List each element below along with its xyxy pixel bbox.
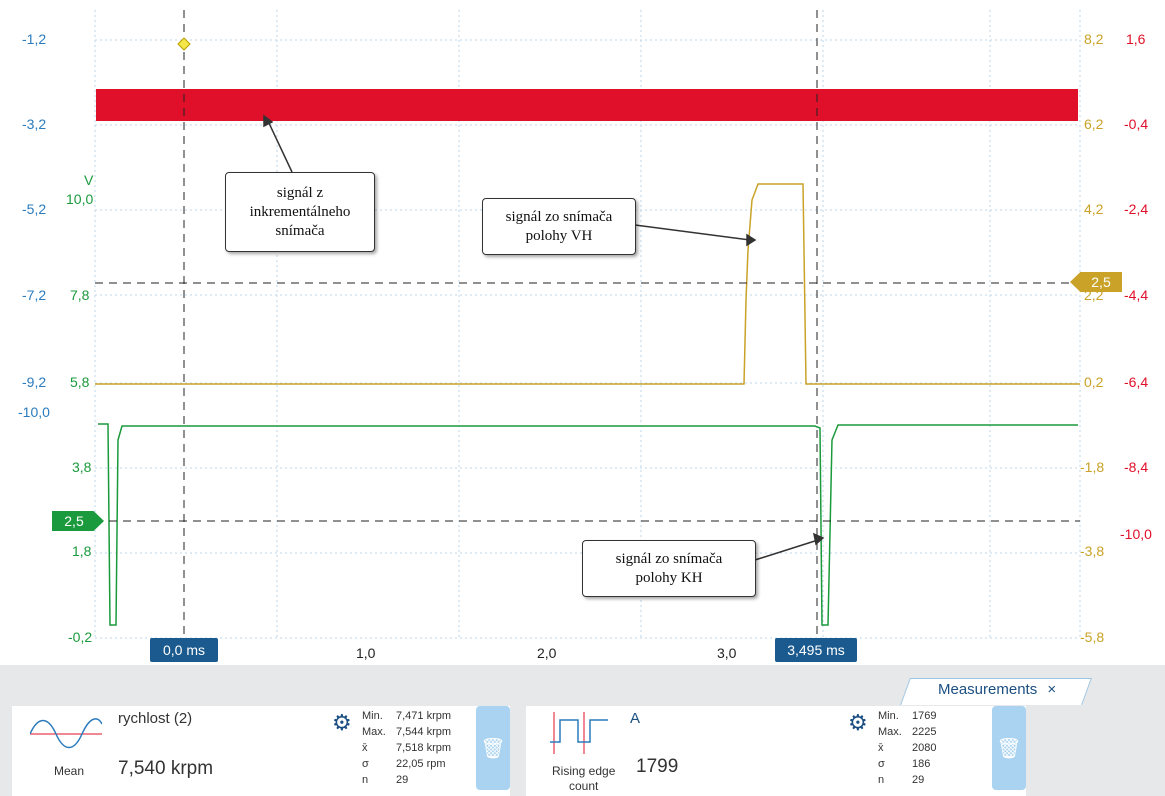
callout-vh: signál zo snímača polohy VH xyxy=(482,198,636,255)
card1-stat-n: 29 xyxy=(396,774,409,786)
card2-gear-icon[interactable]: ⚙ xyxy=(848,710,868,735)
left-blue-tick-3: -5,2 xyxy=(22,201,47,217)
right-gold-tick-5: 0,2 xyxy=(1084,374,1104,390)
card1-stat-mean-key: x̄ xyxy=(362,742,368,754)
card2-stat-n: 29 xyxy=(912,774,925,786)
measurement-card-2[interactable]: Rising edge count A 1799 ⚙ Min. 1769 Max… xyxy=(526,706,1026,796)
card2-name: A xyxy=(630,710,641,727)
trash-icon: 🗑 xyxy=(480,737,506,760)
x-tick-3: 3,0 xyxy=(717,645,737,661)
card1-delete-button[interactable]: 🗑 xyxy=(476,706,510,790)
card2-value: 1799 xyxy=(636,756,679,777)
time-cursor-start[interactable]: 0,0 ms xyxy=(150,638,218,662)
card2-stat-sigma-key: σ xyxy=(878,758,885,770)
left-green-tick-5: 1,8 xyxy=(72,543,92,559)
card2-stat-max: 2225 xyxy=(912,726,937,738)
right-gold-tick-1: 8,2 xyxy=(1084,31,1104,47)
callout-incremental-text: signál z inkrementálneho snímača xyxy=(249,184,351,239)
right-red-tick-5: -6,4 xyxy=(1124,374,1149,390)
right-gold-tick-7: -3,8 xyxy=(1080,543,1105,559)
scope-plot[interactable] xyxy=(0,0,1165,665)
right-threshold-label: 2,5 xyxy=(1091,274,1111,290)
left-blue-tick-4: -7,2 xyxy=(22,287,47,303)
oscilloscope-view[interactable]: -1,2 -3,2 -5,2 -7,2 -9,2 -10,0 V 10,0 7,… xyxy=(0,0,1165,665)
card1-stat-min-key: Min. xyxy=(362,710,383,722)
time-cursor-end-label: 3,495 ms xyxy=(787,642,845,658)
card1-stat-sigma-key: σ xyxy=(362,758,369,770)
card1-stat-label: Mean xyxy=(54,764,85,778)
card2-stat-max-key: Max. xyxy=(878,726,902,738)
card1-gear-icon[interactable]: ⚙ xyxy=(332,710,352,735)
right-gold-tick-2: 6,2 xyxy=(1084,116,1104,132)
callout-kh: signál zo snímača polohy KH xyxy=(582,540,756,597)
x-tick-2: 2,0 xyxy=(537,645,557,661)
red-trace-band xyxy=(96,89,1078,121)
card2-stat-label: Rising edge count xyxy=(552,764,616,793)
left-threshold-label: 2,5 xyxy=(64,513,84,529)
card1-stat-sigma: 22,05 rpm xyxy=(396,758,446,770)
right-gold-tick-6: -1,8 xyxy=(1080,459,1105,475)
card1-name: rychlost (2) xyxy=(118,710,193,727)
x-tick-1: 1,0 xyxy=(356,645,376,661)
card2-stat-min-key: Min. xyxy=(878,710,899,722)
left-green-tick-2: 7,8 xyxy=(70,287,90,303)
measurements-tab-label: Measurements xyxy=(938,681,1038,698)
time-cursor-end[interactable]: 3,495 ms xyxy=(775,638,857,662)
card2-stat-mean-key: x̄ xyxy=(878,742,884,754)
time-cursor-start-label: 0,0 ms xyxy=(162,642,205,658)
card2-stat-sigma: 186 xyxy=(912,758,931,770)
card1-stat-max-key: Max. xyxy=(362,726,386,738)
right-red-tick-2: -0,4 xyxy=(1124,116,1149,132)
callout-incremental: signál z inkrementálneho snímača xyxy=(225,172,375,252)
measurement-card-1[interactable]: Mean rychlost (2) 7,540 krpm ⚙ Min. 7,47… xyxy=(12,706,510,796)
card1-value: 7,540 krpm xyxy=(118,758,214,779)
callout-kh-text: signál zo snímača polohy KH xyxy=(615,550,723,586)
left-green-tick-6: -0,2 xyxy=(68,629,93,645)
left-blue-tick-1: -1,2 xyxy=(22,31,47,47)
right-red-tick-4: -4,4 xyxy=(1124,287,1149,303)
left-blue-tick-2: -3,2 xyxy=(22,116,47,132)
left-threshold-marker[interactable]: 2,5 xyxy=(52,511,104,531)
right-threshold-marker[interactable]: 2,5 xyxy=(1070,272,1122,292)
card1-stat-n-key: n xyxy=(362,774,369,786)
left-green-tick-3: 5,8 xyxy=(70,374,90,390)
right-gold-tick-8: -5,8 xyxy=(1080,629,1105,645)
card2-stat-n-key: n xyxy=(878,774,885,786)
left-green-unit: V xyxy=(84,172,94,188)
rising-edge-icon xyxy=(550,712,608,754)
gold-trace xyxy=(95,183,1080,385)
card1-stat-max: 7,544 krpm xyxy=(396,726,452,738)
card1-stat-min: 7,471 krpm xyxy=(396,710,452,722)
right-red-tick-7: -10,0 xyxy=(1120,526,1152,542)
callout-vh-text: signál zo snímača polohy VH xyxy=(505,208,613,244)
right-gold-tick-3: 4,2 xyxy=(1084,201,1104,217)
card2-delete-button[interactable]: 🗑 xyxy=(992,706,1026,790)
left-green-tick-4: 3,8 xyxy=(72,459,92,475)
card2-stat-min: 1769 xyxy=(912,710,937,722)
trash-icon: 🗑 xyxy=(996,737,1022,760)
trigger-diamond xyxy=(177,37,191,51)
left-blue-tick-6: -10,0 xyxy=(18,404,50,420)
grid xyxy=(94,10,1081,640)
sine-wave-icon xyxy=(30,718,102,749)
green-trace xyxy=(98,423,1078,626)
right-red-tick-3: -2,4 xyxy=(1124,201,1149,217)
card2-stat-mean: 2080 xyxy=(912,742,937,754)
left-blue-tick-5: -9,2 xyxy=(22,374,47,390)
card1-stat-mean: 7,518 krpm xyxy=(396,742,452,754)
right-red-tick-6: -8,4 xyxy=(1124,459,1149,475)
left-green-tick-1: 10,0 xyxy=(66,191,94,207)
right-red-tick-1: 1,6 xyxy=(1126,31,1146,47)
measurements-close-icon[interactable]: × xyxy=(1047,681,1057,698)
